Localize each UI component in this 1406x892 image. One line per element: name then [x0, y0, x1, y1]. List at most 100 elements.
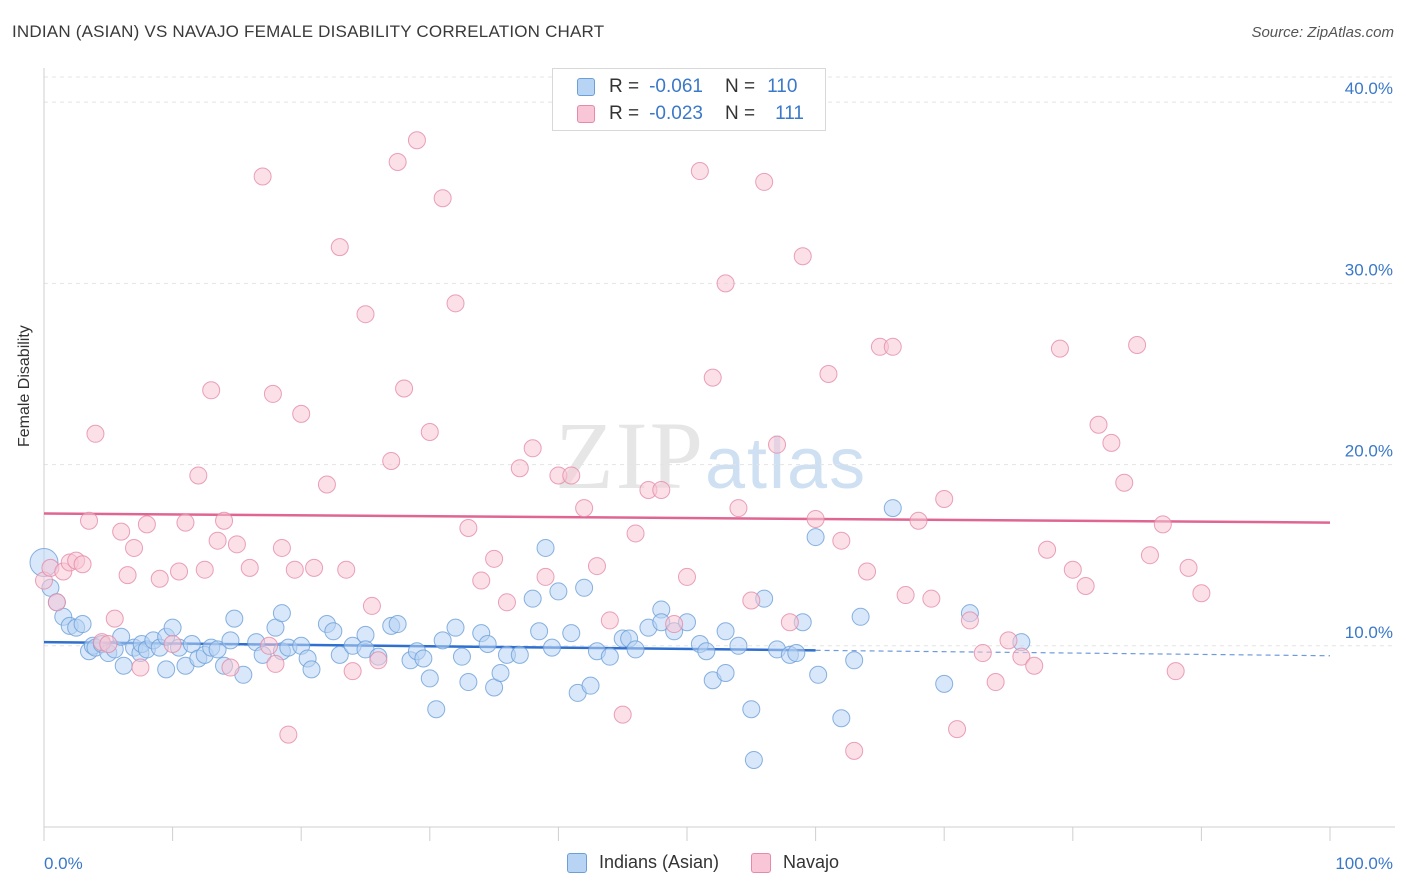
- point-navajo: [80, 511, 99, 530]
- point-indians: [626, 640, 645, 659]
- point-navajo: [1153, 515, 1172, 534]
- x-tick-label: 100.0%: [1335, 854, 1393, 873]
- point-navajo: [407, 131, 426, 150]
- point-navajo: [562, 466, 581, 485]
- point-navajo: [292, 404, 311, 423]
- point-indians: [221, 631, 240, 650]
- watermark: ZIPatlas: [555, 402, 868, 509]
- point-navajo: [716, 274, 735, 293]
- point-indians: [744, 750, 763, 769]
- point-navajo: [986, 673, 1005, 692]
- point-navajo: [1076, 576, 1095, 595]
- point-navajo: [99, 634, 118, 653]
- point-navajo: [845, 741, 864, 760]
- point-indians: [510, 645, 529, 664]
- point-indians: [575, 578, 594, 597]
- point-navajo: [105, 609, 124, 628]
- point-navajo: [279, 725, 298, 744]
- point-navajo: [227, 535, 246, 554]
- point-navajo: [806, 509, 825, 528]
- point-indians: [549, 582, 568, 601]
- point-navajo: [1050, 339, 1069, 358]
- point-navajo: [690, 162, 709, 181]
- axes: [43, 68, 1395, 841]
- y-tick-label: 20.0%: [1345, 442, 1393, 461]
- y-tick-label: 30.0%: [1345, 260, 1393, 279]
- point-navajo: [1128, 335, 1147, 354]
- point-indians: [883, 499, 902, 518]
- point-indians: [163, 618, 182, 637]
- point-indians: [452, 647, 471, 666]
- point-indians: [806, 528, 825, 547]
- point-navajo: [587, 557, 606, 576]
- point-navajo: [388, 152, 407, 171]
- point-indians: [581, 676, 600, 695]
- point-indians: [600, 647, 619, 666]
- point-navajo: [163, 634, 182, 653]
- point-navajo: [317, 475, 336, 494]
- point-navajo: [909, 511, 928, 530]
- point-navajo: [176, 513, 195, 532]
- point-indians: [478, 634, 497, 653]
- point-navajo: [459, 519, 478, 538]
- point-navajo: [118, 566, 137, 585]
- point-navajo: [575, 499, 594, 518]
- point-navajo: [1063, 560, 1082, 579]
- point-indians: [302, 660, 321, 679]
- legend-item-indians[interactable]: Indians (Asian): [566, 852, 720, 873]
- point-navajo: [1179, 558, 1198, 577]
- point-indians: [851, 607, 870, 626]
- point-navajo: [858, 562, 877, 581]
- point-navajo: [356, 305, 375, 324]
- point-indians: [433, 631, 452, 650]
- point-navajo: [112, 522, 131, 541]
- point-navajo: [960, 611, 979, 630]
- point-navajo: [131, 658, 150, 677]
- legend-label-indians: Indians (Asian): [598, 852, 720, 872]
- data-points: [29, 131, 1211, 769]
- point-navajo: [729, 499, 748, 518]
- legend-swatch-indians: [566, 852, 587, 873]
- point-indians: [530, 622, 549, 641]
- point-indians: [742, 700, 761, 719]
- chart-title: INDIAN (ASIAN) VS NAVAJO FEMALE DISABILI…: [12, 22, 605, 41]
- legend-n-value-navajo: 111: [775, 103, 804, 124]
- point-indians: [324, 622, 343, 641]
- point-indians: [114, 656, 133, 675]
- point-navajo: [742, 591, 761, 610]
- point-navajo: [272, 538, 291, 557]
- point-indians: [523, 589, 542, 608]
- point-navajo: [652, 480, 671, 499]
- point-navajo: [1012, 647, 1031, 666]
- point-navajo: [125, 538, 144, 557]
- point-navajo: [510, 459, 529, 478]
- y-tick-label: 10.0%: [1345, 623, 1393, 642]
- source-label: Source: ZipAtlas.com: [1251, 24, 1394, 41]
- point-navajo: [768, 435, 787, 454]
- point-indians: [716, 663, 735, 682]
- point-navajo: [678, 567, 696, 586]
- point-indians: [832, 709, 851, 728]
- point-navajo: [221, 658, 240, 677]
- legend-item-navajo[interactable]: Navajo: [751, 852, 839, 873]
- point-navajo: [343, 662, 362, 681]
- point-navajo: [793, 247, 812, 266]
- point-navajo: [626, 524, 645, 543]
- legend-swatch-navajo: [751, 852, 772, 873]
- point-navajo: [1192, 584, 1211, 603]
- point-navajo: [337, 560, 356, 579]
- legend-n-value-indians: 110: [767, 76, 798, 97]
- point-navajo: [215, 511, 234, 530]
- tick-labels: 10.0% 20.0% 30.0% 40.0% 0.0% 100.0%: [44, 79, 1393, 873]
- point-navajo: [703, 368, 722, 387]
- point-navajo: [420, 422, 439, 441]
- point-navajo: [395, 379, 414, 398]
- point-navajo: [832, 531, 851, 550]
- point-indians: [729, 636, 748, 655]
- point-indians: [491, 663, 510, 682]
- point-navajo: [47, 593, 66, 612]
- x-tick-label: 0.0%: [44, 854, 83, 873]
- point-navajo: [330, 238, 349, 257]
- legend-r-label: R =: [609, 103, 640, 124]
